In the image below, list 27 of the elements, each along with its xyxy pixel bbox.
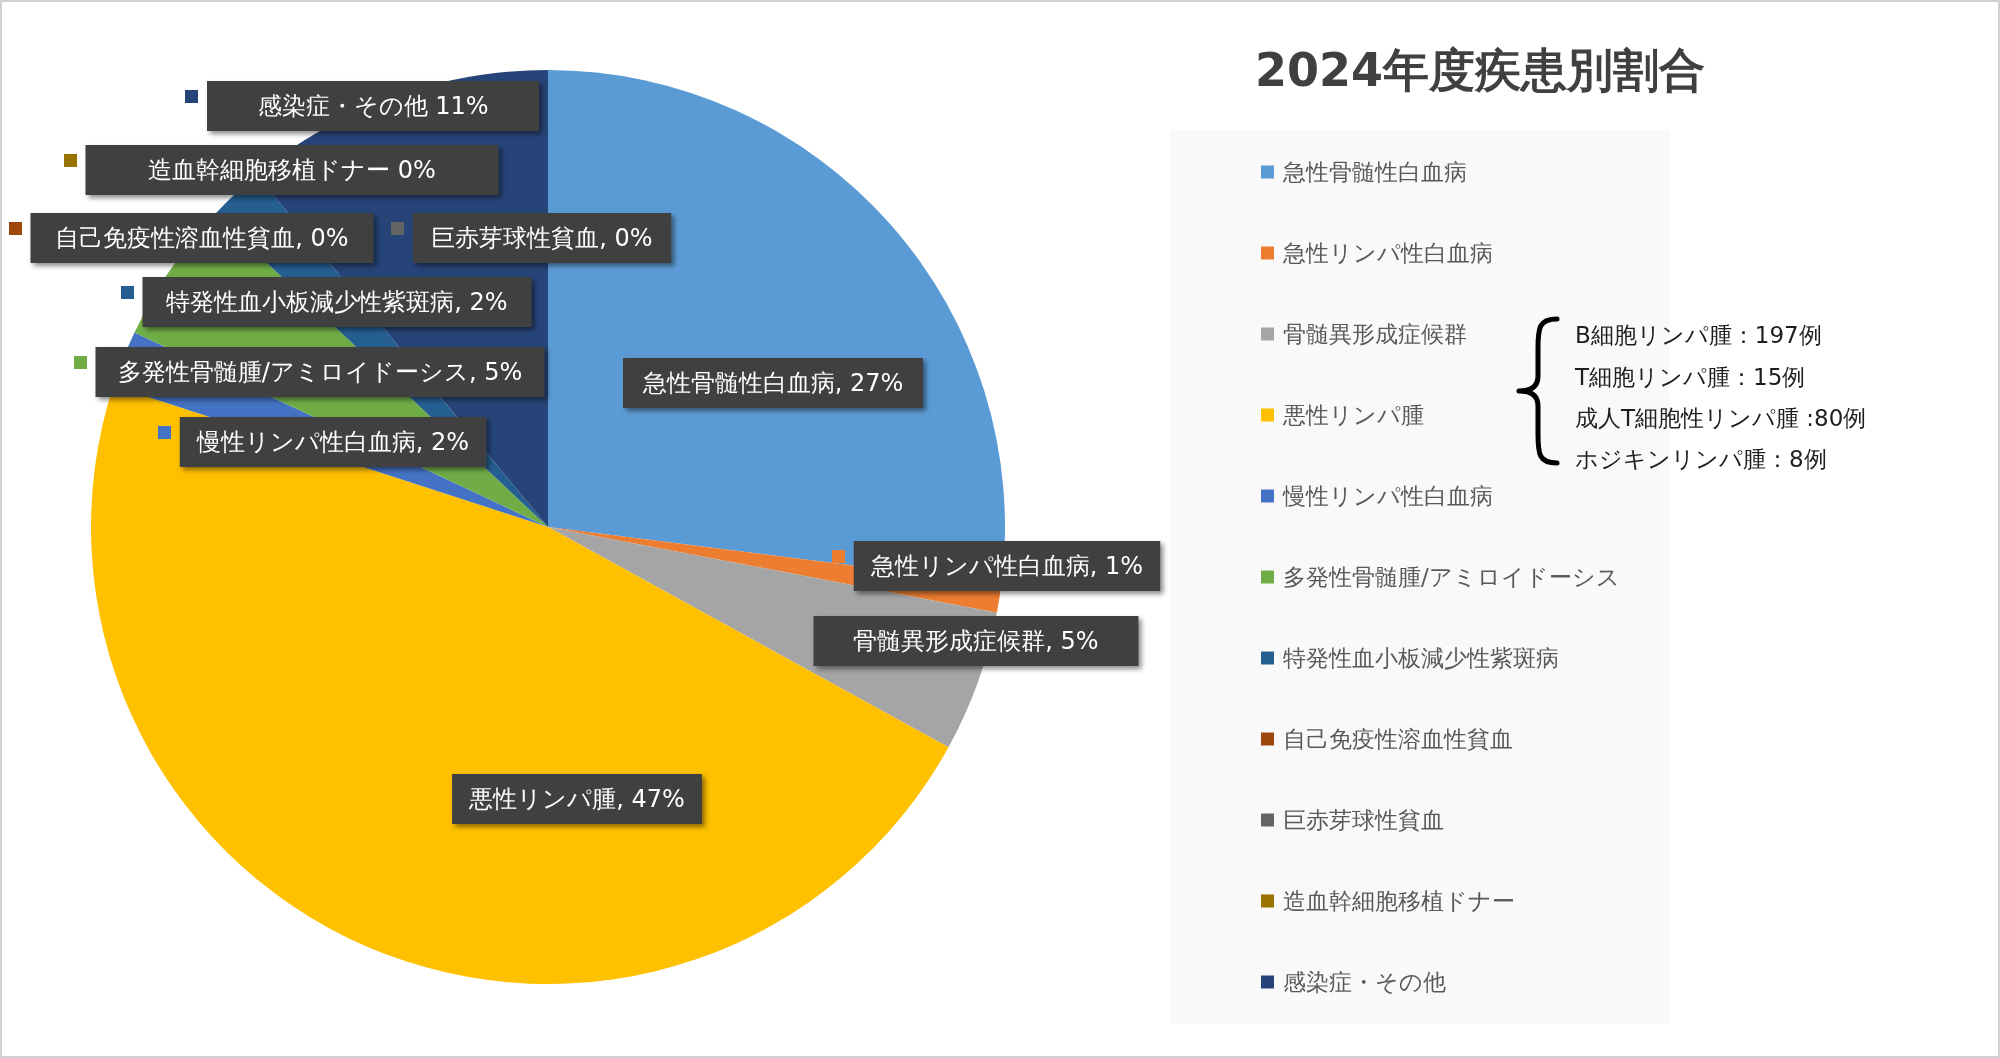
data-label: 悪性リンパ腫, 47% <box>468 785 685 813</box>
legend-label: 急性骨髄性白血病 <box>1282 159 1467 185</box>
text: B細胞リンパ腫：197例 <box>1575 322 1822 348</box>
text: 自己免疫性溶血性貧血, 0% <box>55 224 349 252</box>
data-label: 慢性リンパ性白血病, 2% <box>195 428 470 456</box>
legend-label: 自己免疫性溶血性貧血 <box>1283 726 1513 752</box>
chart-title: 2024年度疾患別割合 <box>1254 43 1706 97</box>
legend-label: 感染症・その他 <box>1283 969 1446 995</box>
legend-label: 特発性血小板減少性紫斑病 <box>1283 645 1559 671</box>
legend-label: 骨髄異形成症候群 <box>1283 321 1467 347</box>
data-label: 特発性血小板減少性紫斑病, 2% <box>166 288 508 316</box>
text: 造血幹細胞移植ドナー 0% <box>148 156 436 184</box>
data-label: 骨髄異形成症候群, 5% <box>853 627 1099 655</box>
data-label: 急性リンパ性白血病, 1% <box>869 552 1144 580</box>
legend-label: 造血幹細胞移植ドナー <box>1283 888 1515 914</box>
legend-label: 多発性骨髄腫/アミロイドーシス <box>1283 564 1620 590</box>
data-label: 感染症・その他 11% <box>257 92 489 120</box>
data-label: 多発性骨髄腫/アミロイドーシス, 5% <box>117 358 523 386</box>
legend-label: 急性リンパ性白血病 <box>1282 240 1493 266</box>
legend-label: 悪性リンパ腫 <box>1282 402 1424 428</box>
text: T細胞リンパ腫：15例 <box>1574 364 1806 390</box>
data-label: 急性骨髄性白血病, 27% <box>641 369 904 397</box>
text: ホジキンリンパ腫：8例 <box>1575 446 1827 472</box>
text: 成人T細胞性リンパ腫 :80例 <box>1575 405 1867 431</box>
legend-label: 巨赤芽球性貧血 <box>1283 807 1444 833</box>
legend-label: 慢性リンパ性白血病 <box>1282 483 1493 509</box>
text: 巨赤芽球性貧血, 0% <box>431 224 653 252</box>
